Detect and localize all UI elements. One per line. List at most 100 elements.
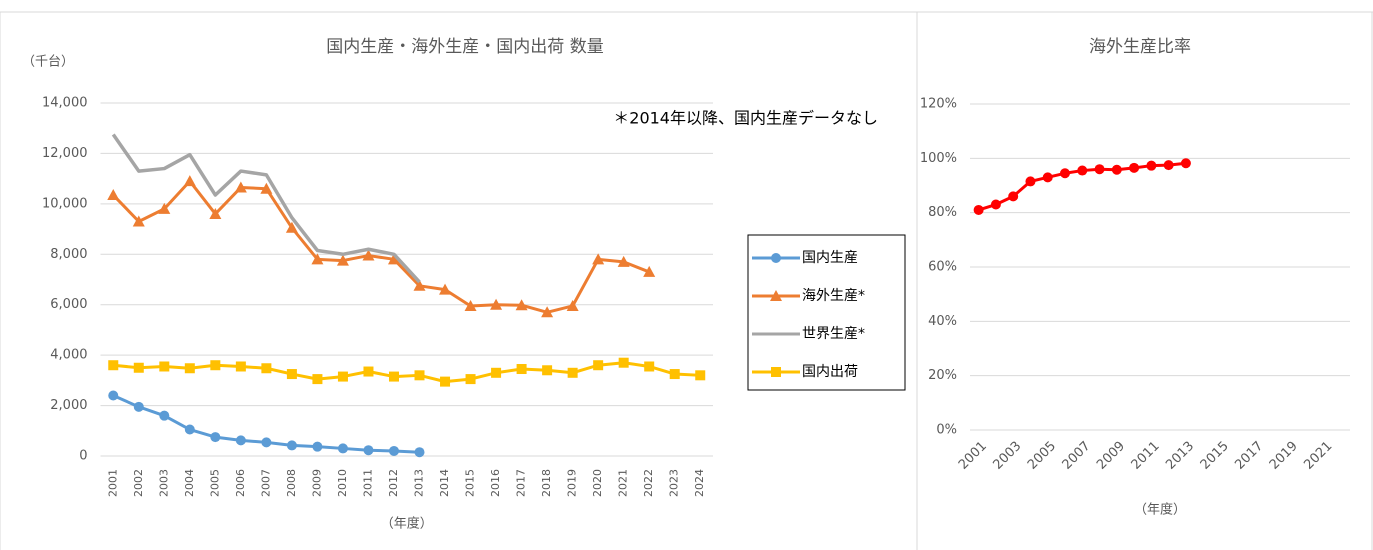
point bbox=[387, 253, 400, 265]
x-axis-label: （年度） bbox=[1134, 502, 1186, 518]
y-tick-label: 4,000 bbox=[50, 348, 87, 363]
point bbox=[1077, 165, 1088, 176]
point bbox=[337, 371, 348, 382]
x-tick-label: 2012 bbox=[387, 469, 400, 497]
x-tick-label: 2010 bbox=[336, 469, 349, 497]
point bbox=[1146, 160, 1157, 171]
point bbox=[209, 207, 222, 219]
point bbox=[363, 366, 374, 377]
x-tick-label: 2023 bbox=[668, 469, 681, 497]
point bbox=[1025, 176, 1036, 187]
y-tick-label: 40% bbox=[928, 314, 957, 329]
point bbox=[516, 364, 527, 375]
x-axis-label: （年度） bbox=[381, 516, 433, 532]
point bbox=[260, 182, 273, 194]
point bbox=[388, 371, 399, 382]
y-tick-label: 10,000 bbox=[42, 196, 88, 211]
point bbox=[771, 367, 781, 377]
point bbox=[490, 298, 503, 310]
x-tick-label: 2020 bbox=[591, 469, 604, 497]
y-tick-label: 0% bbox=[936, 423, 957, 438]
point bbox=[1111, 164, 1122, 175]
point bbox=[541, 306, 554, 318]
point bbox=[133, 362, 144, 373]
x-tick-label: 2006 bbox=[234, 469, 247, 497]
chart-title: 海外生産比率 bbox=[1089, 37, 1191, 57]
legend-label: 国内出荷 bbox=[802, 364, 858, 380]
y-tick-label: 6,000 bbox=[50, 297, 87, 312]
point bbox=[593, 360, 604, 371]
chart-title: 国内生産・海外生産・国内出荷 数量 bbox=[326, 37, 603, 57]
x-tick-label: 2013 bbox=[413, 469, 426, 497]
point bbox=[336, 254, 349, 266]
x-tick-label: 2001 bbox=[106, 469, 119, 497]
point bbox=[133, 401, 144, 412]
point bbox=[183, 175, 196, 187]
x-tick-label: 2009 bbox=[1094, 439, 1128, 473]
point bbox=[617, 255, 630, 267]
point bbox=[184, 424, 195, 435]
point bbox=[1060, 168, 1070, 179]
x-tick-label: 2013 bbox=[1163, 439, 1197, 473]
point bbox=[669, 369, 680, 380]
point bbox=[363, 445, 374, 456]
y-axis-label: （千台） bbox=[22, 55, 74, 70]
y-tick-label: 8,000 bbox=[50, 247, 87, 262]
point bbox=[286, 369, 297, 380]
point bbox=[108, 360, 119, 371]
point bbox=[159, 410, 170, 421]
point bbox=[312, 374, 323, 385]
point bbox=[1180, 158, 1191, 169]
point bbox=[1008, 191, 1019, 202]
point bbox=[261, 437, 272, 448]
x-tick-label: 2015 bbox=[1198, 439, 1232, 473]
point bbox=[261, 363, 272, 374]
point bbox=[286, 440, 297, 451]
x-tick-label: 2015 bbox=[464, 469, 477, 497]
x-tick-label: 2021 bbox=[1301, 439, 1335, 473]
point bbox=[413, 279, 426, 291]
series-line bbox=[111, 133, 421, 284]
y-tick-label: 12,000 bbox=[42, 146, 88, 161]
x-tick-label: 2003 bbox=[157, 469, 170, 497]
point bbox=[1042, 172, 1053, 183]
point bbox=[234, 181, 247, 193]
x-tick-label: 2004 bbox=[183, 469, 196, 497]
point bbox=[108, 390, 119, 401]
point bbox=[618, 357, 629, 368]
x-tick-label: 2007 bbox=[1060, 439, 1094, 473]
point bbox=[643, 265, 656, 277]
x-tick-label: 2021 bbox=[617, 469, 630, 497]
point bbox=[414, 370, 425, 381]
point bbox=[285, 221, 298, 233]
y-tick-label: 2,000 bbox=[50, 398, 87, 413]
point bbox=[311, 253, 324, 265]
point bbox=[337, 443, 348, 454]
point bbox=[235, 361, 246, 372]
y-tick-label: 100% bbox=[920, 151, 957, 166]
point bbox=[362, 249, 375, 261]
point bbox=[771, 253, 781, 263]
x-tick-label: 2017 bbox=[1232, 439, 1266, 473]
point bbox=[491, 367, 502, 378]
point bbox=[132, 215, 145, 227]
point bbox=[515, 299, 528, 311]
point bbox=[440, 376, 451, 387]
y-tick-label: 120% bbox=[920, 97, 957, 112]
point bbox=[542, 365, 553, 376]
x-tick-label: 2003 bbox=[990, 439, 1024, 473]
x-tick-label: 2011 bbox=[361, 469, 374, 497]
x-tick-label: 2011 bbox=[1129, 439, 1163, 473]
point bbox=[388, 445, 399, 456]
point bbox=[770, 290, 782, 301]
x-tick-label: 2016 bbox=[489, 469, 502, 497]
point bbox=[1094, 164, 1105, 175]
point bbox=[1163, 160, 1174, 171]
y-tick-label: 0 bbox=[79, 449, 87, 464]
point bbox=[465, 374, 476, 385]
y-tick-label: 20% bbox=[928, 368, 957, 383]
x-tick-label: 2001 bbox=[956, 439, 990, 473]
x-tick-label: 2007 bbox=[259, 469, 272, 497]
point bbox=[312, 441, 323, 452]
